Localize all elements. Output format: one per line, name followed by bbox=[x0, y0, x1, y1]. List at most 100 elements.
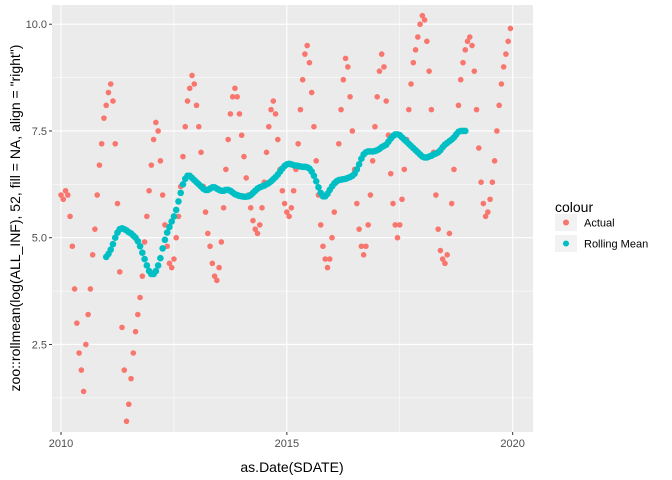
actual-point bbox=[92, 226, 98, 232]
actual-point bbox=[390, 200, 396, 207]
actual-point bbox=[180, 153, 186, 160]
actual-point bbox=[374, 94, 380, 100]
actual-point bbox=[62, 187, 69, 194]
actual-point bbox=[103, 102, 109, 109]
actual-point bbox=[232, 85, 238, 92]
rolling-mean-point bbox=[111, 234, 119, 242]
actual-point bbox=[378, 51, 385, 57]
actual-point bbox=[175, 213, 182, 220]
actual-point bbox=[153, 119, 159, 126]
actual-point bbox=[211, 273, 218, 279]
actual-point bbox=[297, 106, 304, 113]
legend-title: colour bbox=[555, 199, 593, 215]
actual-point bbox=[476, 145, 482, 151]
rolling-mean-point bbox=[353, 166, 361, 173]
actual-point bbox=[254, 230, 261, 237]
actual-point bbox=[128, 375, 134, 382]
actual-point bbox=[182, 123, 189, 130]
actual-point bbox=[98, 140, 105, 147]
actual-point bbox=[421, 17, 428, 23]
actual-point bbox=[234, 94, 240, 100]
actual-point bbox=[184, 98, 191, 104]
actual-point bbox=[74, 320, 80, 326]
actual-point bbox=[216, 264, 222, 271]
actual-point bbox=[252, 226, 259, 232]
actual-point bbox=[347, 94, 353, 100]
actual-point bbox=[135, 311, 141, 318]
actual-point bbox=[148, 162, 155, 168]
rolling-mean-point bbox=[177, 189, 185, 197]
x-axis-title: as.Date(SDATE) bbox=[240, 459, 343, 475]
actual-point bbox=[426, 68, 432, 74]
actual-point bbox=[139, 273, 146, 279]
legend-key-actual bbox=[563, 219, 569, 226]
actual-point bbox=[306, 59, 313, 66]
actual-point bbox=[250, 217, 256, 224]
actual-point bbox=[392, 222, 399, 228]
actual-point bbox=[460, 59, 466, 66]
rolling-mean-point bbox=[179, 181, 187, 188]
actual-point bbox=[256, 222, 263, 228]
actual-point bbox=[272, 111, 279, 117]
actual-point bbox=[345, 64, 351, 70]
actual-point bbox=[311, 123, 317, 130]
actual-point bbox=[473, 106, 480, 113]
actual-point bbox=[433, 192, 439, 198]
actual-point bbox=[340, 76, 347, 83]
actual-point bbox=[146, 187, 152, 194]
x-tick-label: 2020 bbox=[500, 438, 524, 450]
actual-point bbox=[457, 76, 464, 83]
actual-point bbox=[121, 367, 128, 373]
rolling-mean-point bbox=[355, 160, 363, 168]
rolling-mean-point bbox=[163, 229, 171, 236]
actual-point bbox=[320, 243, 326, 250]
actual-point bbox=[157, 158, 164, 164]
actual-point bbox=[189, 72, 195, 79]
actual-point bbox=[87, 286, 94, 292]
actual-point bbox=[69, 243, 76, 250]
actual-point bbox=[464, 38, 471, 45]
actual-point bbox=[462, 47, 469, 53]
rolling-mean-point bbox=[139, 249, 146, 256]
actual-point bbox=[65, 192, 71, 198]
actual-point bbox=[202, 209, 209, 215]
rolling-mean-point bbox=[107, 246, 115, 253]
actual-point bbox=[410, 59, 417, 66]
rolling-mean-point bbox=[136, 242, 144, 250]
actual-point bbox=[324, 264, 331, 271]
actual-point bbox=[141, 239, 148, 245]
actual-point bbox=[399, 196, 405, 203]
actual-point bbox=[209, 260, 216, 267]
actual-point bbox=[275, 136, 281, 143]
actual-point bbox=[369, 158, 376, 164]
x-axis-ticks: 2010 2015 2020 bbox=[49, 432, 525, 450]
actual-point bbox=[507, 25, 514, 32]
actual-point bbox=[123, 418, 130, 425]
actual-point bbox=[214, 277, 220, 284]
actual-point bbox=[489, 179, 496, 186]
actual-point bbox=[76, 350, 82, 356]
actual-point bbox=[396, 222, 403, 228]
actual-point bbox=[173, 234, 180, 241]
series-layer bbox=[58, 12, 514, 425]
actual-point bbox=[478, 179, 484, 186]
legend-key-rolling-mean bbox=[563, 240, 569, 247]
actual-point bbox=[313, 158, 320, 164]
rolling-mean-point bbox=[161, 236, 169, 244]
y-tick-label: 2.5 bbox=[32, 339, 47, 351]
actual-point bbox=[505, 38, 511, 45]
actual-point bbox=[308, 89, 315, 96]
actual-point bbox=[331, 209, 338, 215]
rolling-mean-point bbox=[141, 255, 148, 263]
actual-point bbox=[60, 196, 67, 203]
actual-point bbox=[335, 140, 342, 147]
actual-point bbox=[150, 136, 157, 143]
actual-point bbox=[220, 205, 227, 211]
actual-point bbox=[412, 47, 419, 53]
actual-point bbox=[367, 192, 374, 198]
series-actual bbox=[58, 12, 514, 425]
rolling-mean-point bbox=[310, 172, 318, 180]
actual-point bbox=[317, 222, 324, 228]
actual-point bbox=[85, 311, 91, 318]
actual-point bbox=[435, 226, 441, 232]
